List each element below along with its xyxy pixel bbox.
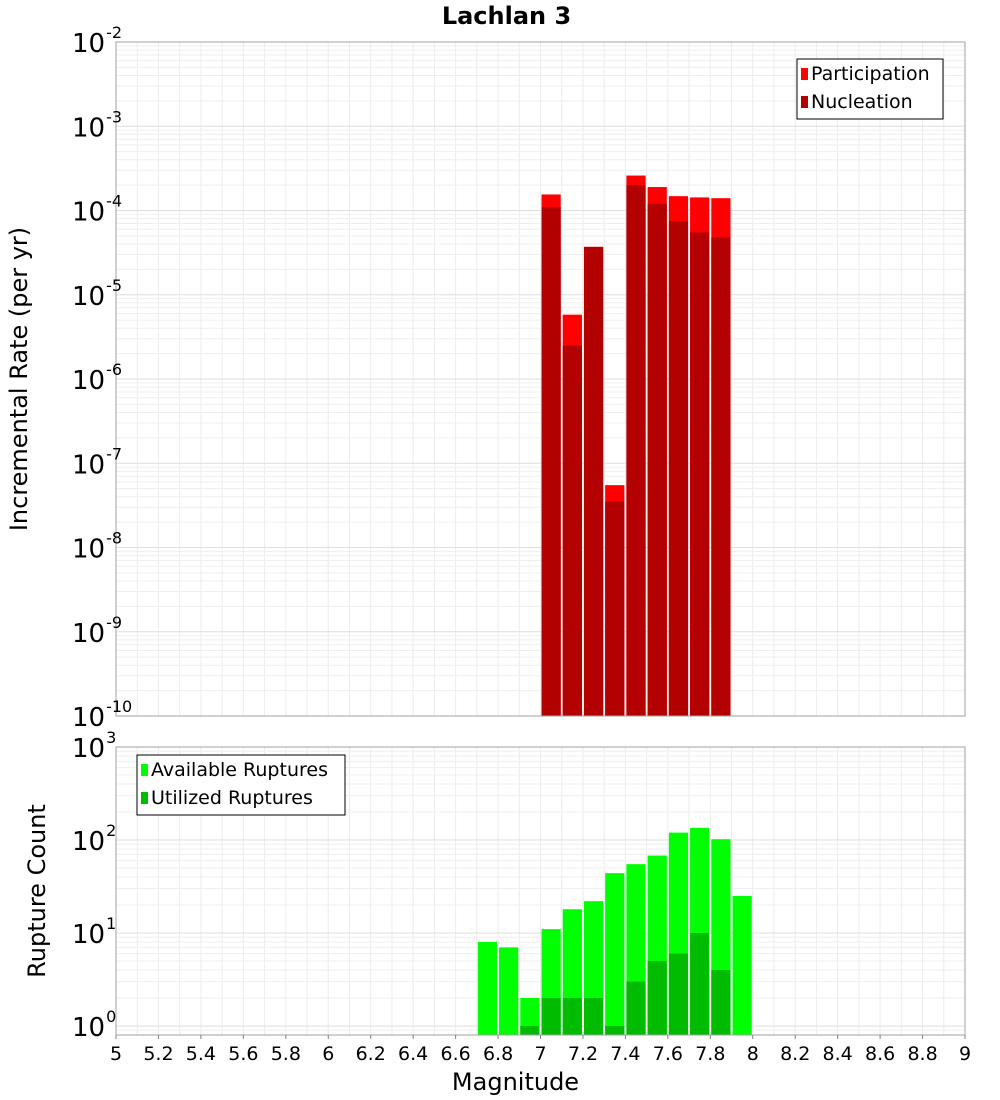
bar-available-ruptures (499, 947, 519, 1035)
bar-utilized-ruptures (711, 969, 731, 1035)
x-tick-label: 5.4 (186, 1043, 216, 1065)
bar-available-ruptures (477, 942, 498, 1035)
series-0 (477, 827, 752, 1035)
x-tick-label: 5.6 (228, 1043, 258, 1065)
bar-nucleation (690, 232, 710, 716)
y-tick-label: 100 (72, 1007, 116, 1043)
bar-nucleation (626, 185, 646, 716)
bar-utilized-ruptures (541, 997, 561, 1035)
legend: Available Ruptures Utilized Ruptures (136, 754, 346, 816)
legend: Participation Nucleation (796, 58, 944, 120)
legend-swatch (801, 96, 808, 108)
x-tick-label: 8.2 (780, 1043, 810, 1065)
legend-entry: Available Ruptures (151, 759, 328, 781)
bar-utilized-ruptures (626, 981, 646, 1035)
legend-box (796, 58, 944, 120)
x-tick-label: 7.4 (610, 1043, 640, 1065)
y-axis-label: Rupture Count (23, 804, 51, 978)
x-tick-label: 6.6 (440, 1043, 470, 1065)
gridlines (115, 41, 966, 717)
x-tick-label: 6.8 (483, 1043, 513, 1065)
y-tick-label: 10-4 (72, 192, 122, 228)
y-tick-label: 10-10 (72, 697, 132, 733)
x-tick-label: 8 (747, 1043, 759, 1065)
y-tick-label: 10-3 (72, 107, 122, 143)
y-tick-label: 102 (72, 821, 116, 857)
bar-utilized-ruptures (647, 960, 667, 1035)
x-tick-label: 6 (322, 1043, 334, 1065)
bar-nucleation (711, 237, 731, 717)
bar-utilized-ruptures (668, 953, 689, 1035)
y-axis-label: Incremental Rate (per yr) (5, 227, 33, 531)
bar-nucleation (647, 203, 667, 716)
legend-entry: Utilized Ruptures (151, 787, 313, 809)
y-tick-label: 10-9 (72, 613, 122, 649)
legend-swatch (801, 68, 808, 80)
bar-nucleation (583, 246, 604, 716)
bar-nucleation (541, 207, 561, 716)
x-tick-label: 7.6 (653, 1043, 683, 1065)
x-tick-label: 7.2 (568, 1043, 598, 1065)
series-1 (520, 932, 731, 1035)
plot-border (115, 41, 966, 717)
y-tick-label: 103 (72, 728, 116, 764)
x-tick-label: 6.4 (398, 1043, 428, 1065)
x-tick-label: 5.2 (143, 1043, 173, 1065)
bar-utilized-ruptures (605, 1025, 625, 1035)
bar-utilized-ruptures (690, 932, 710, 1035)
legend-entry: Participation (811, 63, 930, 85)
bar-nucleation (668, 221, 689, 716)
bar-utilized-ruptures (520, 1025, 540, 1035)
y-tick-label: 101 (72, 914, 116, 950)
x-tick-label: 6.2 (356, 1043, 386, 1065)
series-1 (541, 185, 731, 717)
legend-entry: Nucleation (811, 91, 913, 113)
x-tick-label: 7.8 (695, 1043, 725, 1065)
legend-swatch (141, 792, 148, 804)
y-tick-label: 10-7 (72, 444, 122, 480)
y-tick-label: 10-6 (72, 360, 122, 396)
bar-utilized-ruptures (583, 997, 604, 1035)
x-tick-label: 8.4 (823, 1043, 853, 1065)
bar-utilized-ruptures (562, 997, 582, 1035)
x-tick-label: 9 (959, 1043, 971, 1065)
y-tick-label: 10-5 (72, 276, 122, 312)
x-tick-label: 7 (534, 1043, 546, 1065)
bar-available-ruptures (520, 997, 540, 1035)
y-tick-label: 10-8 (72, 529, 122, 565)
bar-nucleation (562, 345, 582, 716)
x-axis-label: Magnitude (452, 1068, 579, 1096)
legend-box (136, 754, 346, 816)
bar-available-ruptures (605, 873, 625, 1035)
legend-swatch (141, 764, 148, 776)
x-tick-label: 8.8 (907, 1043, 937, 1065)
y-tick-label: 10-2 (72, 23, 122, 59)
bar-nucleation (605, 501, 625, 716)
x-tick-label: 8.6 (865, 1043, 895, 1065)
chart-panel-0: 10-10 10-9 10-8 10-7 10-6 10-5 10-4 10-3 10-2 Lac… (5, 2, 966, 733)
x-tick-label: 5 (110, 1043, 122, 1065)
chart-title: Lachlan 3 (442, 2, 571, 30)
x-tick-label: 5.8 (271, 1043, 301, 1065)
bar-available-ruptures (732, 895, 752, 1035)
